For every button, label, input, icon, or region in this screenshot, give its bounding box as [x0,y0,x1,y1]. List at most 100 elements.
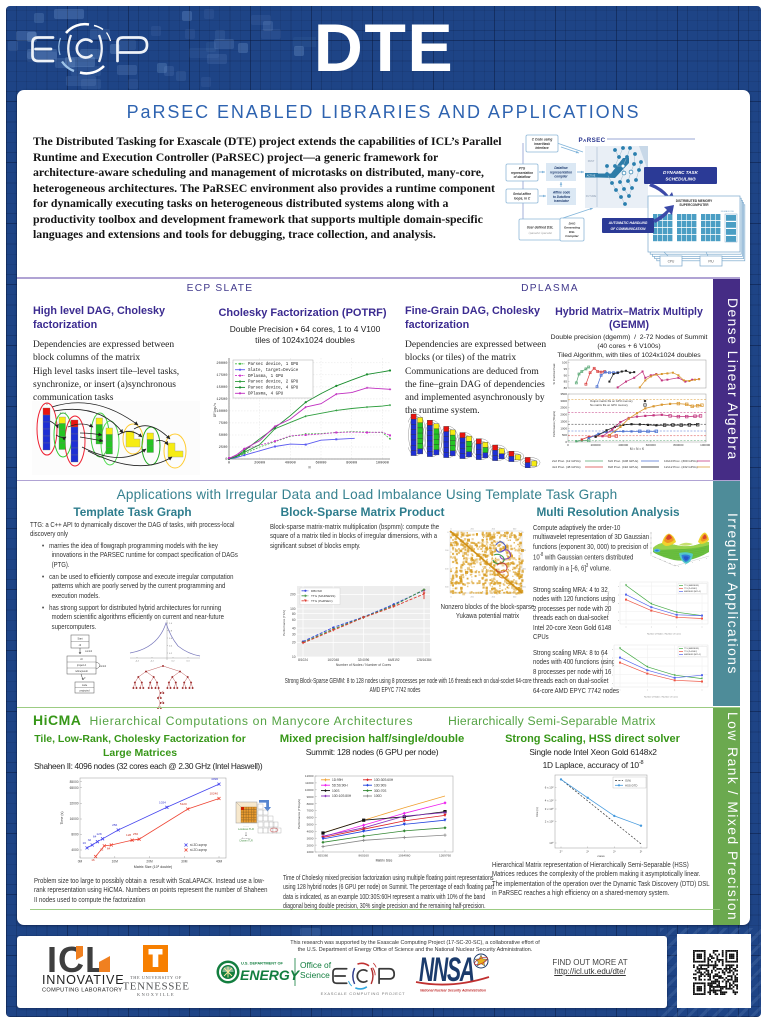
svg-text:Matrix Size: Matrix Size [376,859,393,863]
svg-text:64: 64 [107,847,111,851]
svg-text:st-3D-sqexp: st-3D-sqexp [190,843,207,847]
svg-text:0.2: 0.2 [169,653,173,655]
svg-text:Affine code: Affine code [552,191,571,195]
svg-text:400: 400 [492,529,496,531]
svg-text:TTG (PaRSEC): TTG (PaRSEC) [311,599,333,603]
svg-text:DPlasma, 4 GPU: DPlasma, 4 GPU [248,392,284,397]
svg-text:loops, in C: loops, in C [514,196,531,200]
svg-text:2⁰: 2⁰ [560,850,564,854]
svg-text:Generating: Generating [564,226,580,230]
svg-text:projected: projected [80,689,91,692]
svg-text:1024: 1024 [159,800,166,804]
svg-text:6000: 6000 [307,816,314,820]
svg-text:8/1024: 8/1024 [298,658,308,662]
svg-text:100: 100 [562,361,567,365]
svg-text:User defined DSL: User defined DSL [527,226,554,230]
svg-text:FUTURE: FUTURE [586,194,597,198]
svg-text:0.2: 0.2 [171,661,175,663]
svg-text:0: 0 [523,532,525,534]
svg-text:600: 600 [523,587,527,589]
svg-text:15000: 15000 [216,386,227,390]
svg-text:k + 1: k + 1 [60,411,67,415]
svg-text:Number of Nodes / Number of Co: Number of Nodes / Number of Cores [647,633,681,636]
svg-text:4000: 4000 [71,848,78,852]
svg-text:5120: 5120 [180,802,187,806]
svg-text:refine|result: refine|result [75,670,88,673]
svg-text:4 x 10⁰: 4 x 10⁰ [545,798,555,802]
svg-text:x: x [702,690,703,692]
svg-text:x: x [618,586,619,588]
svg-text:TTG (MADNESS): TTG (MADNESS) [684,647,699,650]
svg-text:interface: interface [535,146,549,150]
svg-text:8x8 Proc. (192 GPUs): 8x8 Proc. (192 GPUs) [608,465,638,469]
svg-text:60000: 60000 [315,462,326,466]
svg-text:30: 30 [292,632,296,636]
svg-text:10000: 10000 [305,788,314,792]
svg-text:to Dataflow: to Dataflow [553,195,571,199]
svg-text:32: 32 [100,847,104,851]
svg-text:GFlop/s: GFlop/s [213,403,218,417]
svg-text:17500: 17500 [216,374,227,378]
svg-text:x: x [618,603,619,605]
svg-text:x: x [612,675,613,677]
svg-text:10x10 Proc. (300 GPUs): 10x10 Proc. (300 GPUs) [664,459,698,463]
svg-text:Performance [TF/s]: Performance [TF/s] [282,610,286,636]
svg-text:Slate, target=Device: Slate, target=Device [248,368,299,373]
svg-text:INNOVATIVE: INNOVATIVE [42,973,124,987]
svg-text:OF COMMUNICATION: OF COMMUNICATION [611,227,647,231]
svg-text:0: 0 [225,458,227,462]
svg-text:20000: 20000 [216,362,227,366]
svg-text:600000: 600000 [646,443,656,447]
svg-text:TTG (PaRSEC): TTG (PaRSEC) [684,588,698,590]
svg-text:Parsec device, 1 GPU: Parsec device, 1 GPU [248,362,299,367]
svg-text:90: 90 [564,373,568,377]
svg-text:C Code using: C Code using [532,138,553,142]
svg-text:64/8192: 64/8192 [388,658,400,662]
svg-text:control: control [85,650,93,653]
svg-text:Parsec device, 2 GPU: Parsec device, 2 GPU [248,380,299,385]
svg-text:10D:90S: 10D:90S [374,783,386,787]
svg-text:cores: cores [597,854,605,858]
svg-text:5D:5S:90H: 5D:5S:90H [332,783,348,787]
svg-text:12000: 12000 [305,774,314,778]
svg-text:16: 16 [91,858,95,862]
svg-text:Output matrix fits on GPU memo: Output matrix fits on GPU memory [590,399,633,403]
svg-text:7000: 7000 [307,809,314,813]
svg-text:HSS-DTD: HSS-DTD [625,783,637,787]
svg-text:64: 64 [93,835,97,839]
svg-text:8000: 8000 [71,833,78,837]
svg-text:TENNESSEE: TENNESSEE [122,981,189,993]
svg-text:x: x [612,683,613,685]
svg-text:4096: 4096 [211,777,218,781]
svg-text:CPU: CPU [668,260,675,264]
svg-text:x: x [618,620,619,622]
svg-text:Lossless TLR: Lossless TLR [238,827,254,831]
svg-text:DBCSR: DBCSR [311,589,323,593]
svg-text:project A: project A [77,664,87,667]
svg-text:30D:70S: 30D:70S [374,789,386,793]
svg-text:ctl: ctl [80,658,83,661]
svg-text:Execution Time (seconds): Execution Time (seconds) [607,591,610,614]
svg-text:400: 400 [523,568,527,570]
svg-text:3500: 3500 [560,392,567,396]
svg-text:5000: 5000 [307,823,314,827]
svg-text:0: 0 [228,462,230,466]
svg-text:80: 80 [292,612,296,616]
svg-text:0.4: 0.4 [186,661,190,663]
svg-text:x: x [647,690,648,692]
svg-text:PARSEC: PARSEC [578,137,605,144]
svg-text:10D:30S:60H: 10D:30S:60H [374,778,394,782]
svg-text:860160: 860160 [359,854,370,858]
svg-text:Accuracy: Accuracy [242,837,252,840]
svg-text:KNOXVILLE: KNOXVILLE [137,992,175,997]
svg-text:x: x [651,627,652,629]
svg-text:control: control [99,665,107,668]
svg-text:Number of Nodes / Number of Co: Number of Nodes / Number of Cores [644,696,678,699]
svg-text:10D:10S:80H: 10D:10S:80H [332,794,352,798]
svg-text:4x4 Proc. (48 GPUs): 4x4 Proc. (48 GPUs) [552,465,581,469]
svg-text:5000: 5000 [219,434,228,438]
svg-text:1000000: 1000000 [700,443,710,447]
svg-text:x: x [618,595,619,597]
svg-text:insert/task: insert/task [534,142,550,146]
svg-text:AUTOMATIC HANDLING: AUTOMATIC HANDLING [608,221,648,225]
